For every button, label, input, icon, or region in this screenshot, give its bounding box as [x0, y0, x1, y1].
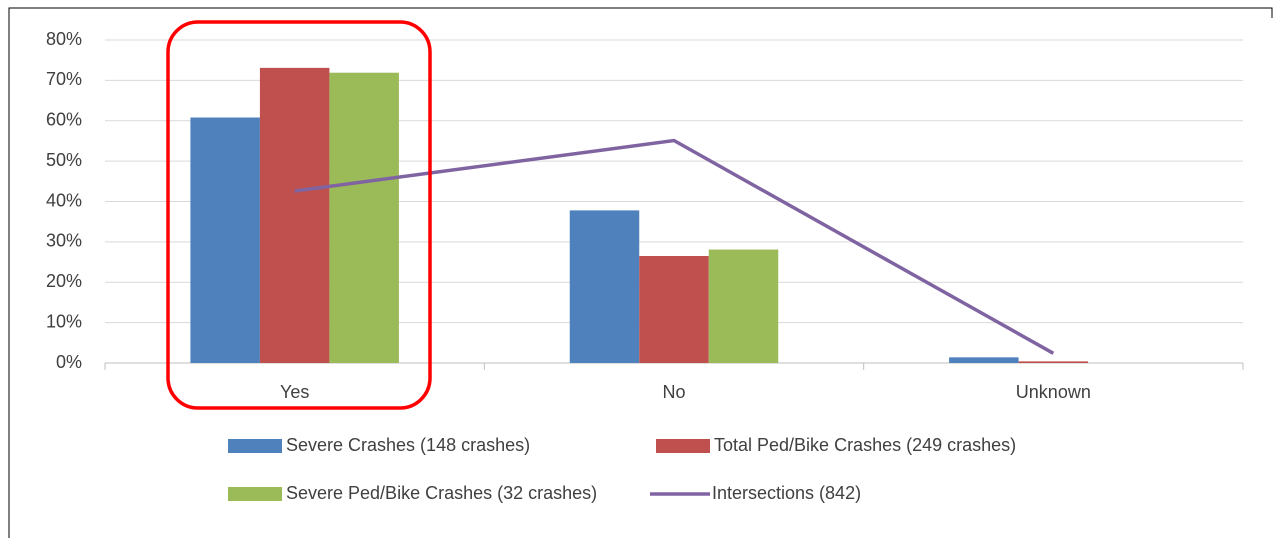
legend-label: Total Ped/Bike Crashes (249 crashes) [714, 435, 1016, 455]
y-tick-label: 30% [46, 231, 82, 251]
legend-label: Severe Ped/Bike Crashes (32 crashes) [286, 483, 597, 503]
y-tick-label: 50% [46, 150, 82, 170]
legend-swatch [228, 439, 282, 453]
y-tick-label: 20% [46, 271, 82, 291]
line [294, 138, 1055, 355]
legend-swatch [228, 487, 282, 501]
y-tick-label: 70% [46, 69, 82, 89]
bar [708, 249, 779, 363]
bar [190, 117, 260, 364]
legend-label: Severe Crashes (148 crashes) [286, 435, 530, 455]
legend-label: Intersections (842) [712, 483, 861, 503]
y-tick-label: 80% [46, 29, 82, 49]
x-tick-label: No [662, 382, 685, 402]
bar [1018, 361, 1089, 363]
bar [259, 67, 330, 363]
frame [8, 7, 1273, 538]
bar [639, 256, 709, 363]
y-tick-label: 0% [56, 352, 82, 372]
x-tick-label: Unknown [1016, 382, 1091, 402]
y-tick-label: 10% [46, 311, 82, 331]
legend-swatch [656, 439, 710, 453]
bar [949, 357, 1019, 363]
bar [329, 72, 399, 364]
highlight [166, 20, 432, 410]
x-tick-label: Yes [280, 382, 309, 402]
y-tick-label: 40% [46, 190, 82, 210]
y-tick-label: 60% [46, 110, 82, 130]
bar [569, 210, 640, 363]
